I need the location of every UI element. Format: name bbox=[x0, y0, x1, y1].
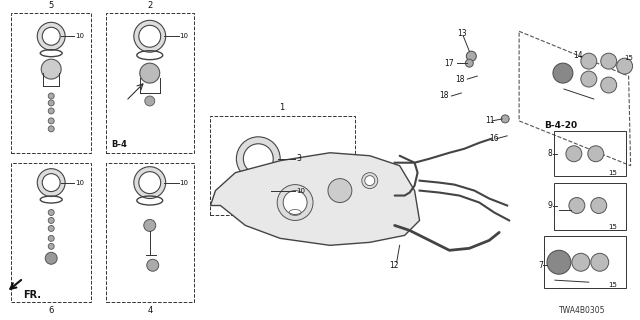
Text: 5: 5 bbox=[49, 1, 54, 10]
Text: 12: 12 bbox=[390, 261, 399, 270]
Circle shape bbox=[48, 100, 54, 106]
Text: TWA4B0305: TWA4B0305 bbox=[559, 306, 605, 315]
Circle shape bbox=[601, 77, 617, 93]
Circle shape bbox=[547, 250, 571, 274]
Text: 15: 15 bbox=[609, 224, 618, 230]
Text: 14: 14 bbox=[573, 51, 582, 60]
Bar bbox=[106, 163, 193, 302]
Bar bbox=[211, 116, 355, 215]
Text: 18: 18 bbox=[440, 92, 449, 100]
Circle shape bbox=[591, 253, 609, 271]
Text: B-4: B-4 bbox=[111, 140, 127, 149]
Circle shape bbox=[48, 108, 54, 114]
Circle shape bbox=[617, 58, 632, 74]
Text: 6: 6 bbox=[49, 306, 54, 315]
Text: 18: 18 bbox=[456, 75, 465, 84]
Circle shape bbox=[465, 59, 474, 67]
Circle shape bbox=[569, 197, 585, 213]
Circle shape bbox=[37, 22, 65, 50]
Text: 17: 17 bbox=[444, 59, 454, 68]
Bar bbox=[12, 13, 91, 153]
Circle shape bbox=[591, 197, 607, 213]
Circle shape bbox=[48, 218, 54, 223]
Text: 15: 15 bbox=[609, 282, 618, 288]
Circle shape bbox=[48, 126, 54, 132]
Circle shape bbox=[144, 220, 156, 231]
Circle shape bbox=[601, 53, 617, 69]
Circle shape bbox=[41, 59, 61, 79]
Circle shape bbox=[588, 146, 604, 162]
Circle shape bbox=[581, 53, 596, 69]
Circle shape bbox=[365, 176, 375, 186]
Circle shape bbox=[501, 115, 509, 123]
Circle shape bbox=[134, 167, 166, 198]
Circle shape bbox=[283, 191, 307, 214]
Circle shape bbox=[48, 225, 54, 231]
Circle shape bbox=[243, 144, 273, 174]
Text: 15: 15 bbox=[609, 170, 618, 176]
Circle shape bbox=[48, 236, 54, 241]
Bar bbox=[544, 236, 626, 288]
Circle shape bbox=[48, 243, 54, 249]
Text: 8: 8 bbox=[548, 149, 553, 158]
Circle shape bbox=[145, 96, 155, 106]
Circle shape bbox=[134, 20, 166, 52]
Circle shape bbox=[45, 252, 57, 264]
Text: 1: 1 bbox=[280, 103, 285, 112]
Text: 10: 10 bbox=[180, 180, 189, 186]
Circle shape bbox=[140, 63, 160, 83]
Text: 10: 10 bbox=[75, 33, 84, 39]
Text: 10: 10 bbox=[296, 188, 305, 194]
Circle shape bbox=[139, 25, 161, 47]
Circle shape bbox=[139, 172, 161, 194]
Circle shape bbox=[581, 71, 596, 87]
Circle shape bbox=[566, 146, 582, 162]
Text: 3: 3 bbox=[296, 154, 301, 163]
Circle shape bbox=[37, 169, 65, 196]
Text: 10: 10 bbox=[180, 33, 189, 39]
Circle shape bbox=[236, 137, 280, 180]
Circle shape bbox=[48, 118, 54, 124]
Bar bbox=[106, 13, 193, 153]
Text: 10: 10 bbox=[75, 180, 84, 186]
Bar bbox=[12, 163, 91, 302]
Circle shape bbox=[48, 93, 54, 99]
Text: 7: 7 bbox=[538, 261, 543, 270]
Circle shape bbox=[147, 259, 159, 271]
Circle shape bbox=[48, 210, 54, 215]
Circle shape bbox=[362, 173, 378, 188]
Circle shape bbox=[467, 51, 476, 61]
Text: FR.: FR. bbox=[23, 290, 42, 300]
Text: 4: 4 bbox=[147, 306, 152, 315]
Polygon shape bbox=[211, 153, 420, 245]
Text: B-4-20: B-4-20 bbox=[544, 121, 577, 130]
Text: 11: 11 bbox=[485, 116, 495, 125]
Text: 2: 2 bbox=[147, 1, 152, 10]
Text: 9: 9 bbox=[548, 201, 553, 210]
Circle shape bbox=[328, 179, 352, 203]
Circle shape bbox=[42, 27, 60, 45]
Text: 15: 15 bbox=[625, 55, 634, 61]
Bar bbox=[554, 131, 626, 176]
Circle shape bbox=[277, 185, 313, 220]
Text: 13: 13 bbox=[458, 29, 467, 38]
Circle shape bbox=[572, 253, 590, 271]
Circle shape bbox=[42, 174, 60, 192]
Text: 16: 16 bbox=[489, 134, 499, 143]
Circle shape bbox=[553, 63, 573, 83]
Bar bbox=[554, 183, 626, 230]
